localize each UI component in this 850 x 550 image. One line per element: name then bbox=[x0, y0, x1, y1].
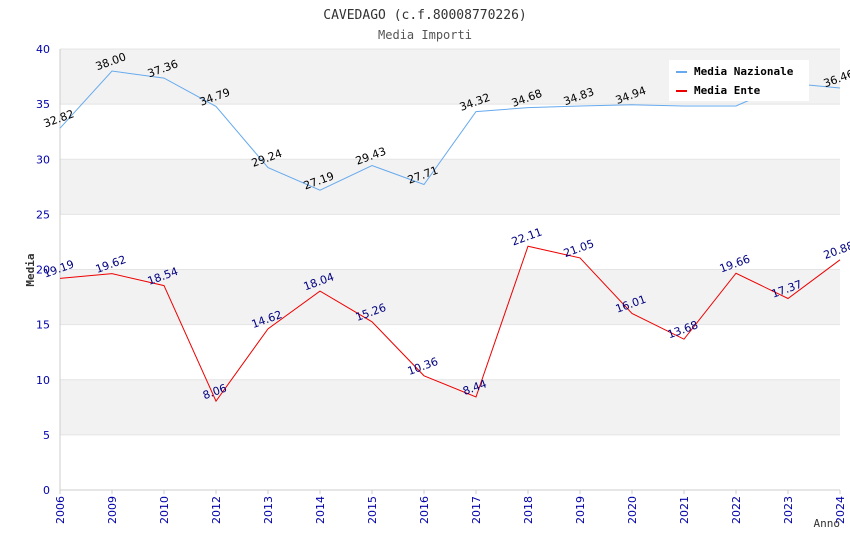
series-lines bbox=[59, 70, 841, 403]
y-tick-35: 35 bbox=[36, 98, 50, 111]
x-tick-2021: 2021 bbox=[678, 496, 691, 524]
series-line-media-ente bbox=[59, 245, 841, 403]
x-axis-label: Anno bbox=[814, 517, 841, 530]
y-axis-label: Media bbox=[24, 253, 37, 286]
x-tick-2010: 2010 bbox=[158, 496, 171, 524]
y-tick-5: 5 bbox=[43, 429, 50, 442]
x-tick-labels: 2006 2009 2010 2012 2013 2014 2015 2016 2017 2018… bbox=[54, 490, 847, 524]
x-tick-2013: 2013 bbox=[262, 496, 275, 524]
x-tick-2016: 2016 bbox=[418, 496, 431, 524]
grid-band-20-25 bbox=[60, 214, 840, 270]
x-tick-2018: 2018 bbox=[522, 496, 535, 524]
y-tick-0: 0 bbox=[43, 484, 50, 497]
y-tick-30: 30 bbox=[36, 153, 50, 166]
y-tick-20: 20 bbox=[36, 264, 50, 277]
x-tick-2017: 2017 bbox=[470, 496, 483, 524]
y-tick-15: 15 bbox=[36, 319, 50, 332]
grid-band-30-35 bbox=[60, 104, 840, 160]
grid-band-15-20 bbox=[60, 269, 840, 325]
x-tick-2024: 2024 bbox=[834, 496, 847, 524]
y-tick-10: 10 bbox=[36, 374, 50, 387]
y-tick-25: 25 bbox=[36, 208, 50, 221]
chart-subtitle: Media Importi bbox=[378, 28, 472, 42]
y-tick-labels: 0 5 10 15 20 25 30 35 40 bbox=[36, 43, 50, 497]
legend-label-media-nazionale: Media Nazionale bbox=[694, 65, 794, 78]
grid-bands bbox=[60, 48, 840, 491]
grid-band-5-10 bbox=[60, 379, 840, 435]
chart-title: CAVEDAGO (c.f.80008770226) bbox=[323, 8, 527, 23]
x-tick-2020: 2020 bbox=[626, 496, 639, 524]
x-tick-2019: 2019 bbox=[574, 496, 587, 524]
legend-label-media-ente: Media Ente bbox=[694, 84, 761, 97]
x-tick-2012: 2012 bbox=[210, 496, 223, 524]
legend-box bbox=[669, 60, 809, 101]
x-tick-2022: 2022 bbox=[730, 496, 743, 524]
grid-band-0-5 bbox=[60, 434, 840, 490]
series-line-media-nazionale bbox=[59, 70, 841, 191]
x-tick-2014: 2014 bbox=[314, 496, 327, 524]
grid-band-10-15 bbox=[60, 324, 840, 380]
y-tick-40: 40 bbox=[36, 43, 50, 56]
x-tick-2009: 2009 bbox=[106, 496, 119, 524]
x-tick-2006: 2006 bbox=[54, 496, 67, 524]
x-tick-2023: 2023 bbox=[782, 496, 795, 524]
legend: Media Nazionale Media Ente bbox=[669, 60, 809, 101]
grid-band-25-30 bbox=[60, 159, 840, 215]
x-tick-2015: 2015 bbox=[366, 496, 379, 524]
